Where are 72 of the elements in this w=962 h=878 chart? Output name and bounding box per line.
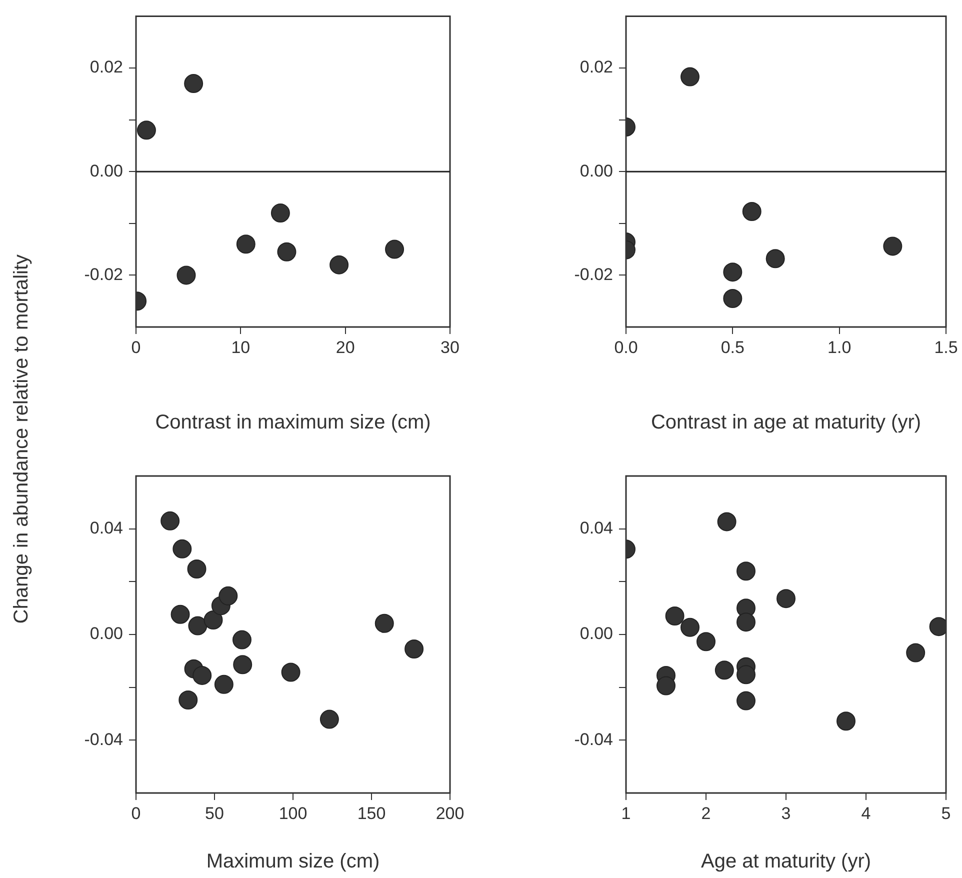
point <box>188 616 208 636</box>
point <box>696 632 716 652</box>
point <box>736 665 756 684</box>
y-tick-label: -0.02 <box>84 264 123 284</box>
x-tick-label: 0 <box>131 804 141 823</box>
x-tick-label: 1.5 <box>934 338 958 357</box>
x-tick-label: 5 <box>941 804 951 823</box>
x-tick-label: 4 <box>861 804 871 823</box>
y-tick-label: 0.02 <box>90 58 123 77</box>
x-tick-label: 1.0 <box>828 338 852 357</box>
x-tick-label: 3 <box>781 804 791 823</box>
x-tick-label: 1 <box>621 804 631 823</box>
x-tick-label: 0 <box>131 338 141 357</box>
point <box>270 204 290 223</box>
y-tick-label: 0.00 <box>90 624 123 644</box>
y-tick-label: 0.04 <box>580 518 613 538</box>
x-tick-label: 0.0 <box>614 338 638 357</box>
y-axis-title: Change in abundance relative to mortality <box>10 254 34 624</box>
point <box>178 690 198 710</box>
x-tick-label: 30 <box>440 338 460 357</box>
point <box>776 589 796 608</box>
point <box>176 266 196 285</box>
y-tick-label: -0.04 <box>574 730 613 749</box>
point <box>680 618 700 637</box>
y-tick-label: 0.00 <box>580 161 613 180</box>
point <box>330 255 349 274</box>
point <box>192 666 212 685</box>
x-tick-label: 100 <box>278 804 308 823</box>
x-tick-label: 200 <box>436 804 464 823</box>
x-tick-label: 10 <box>231 338 250 357</box>
point <box>385 240 404 259</box>
x-axis-title: Contrast in maximum size (cm) <box>155 412 431 434</box>
point <box>277 242 296 262</box>
point <box>204 610 223 630</box>
point <box>184 74 204 94</box>
y-tick-label: -0.04 <box>84 730 123 749</box>
y-tick-label: 0.04 <box>90 518 123 538</box>
x-tick-label: 2 <box>701 804 711 823</box>
point <box>714 660 734 680</box>
point <box>136 120 156 140</box>
point <box>665 606 684 626</box>
x-tick-label: 0.5 <box>720 338 744 357</box>
point <box>281 662 300 682</box>
point <box>906 643 926 662</box>
point <box>214 674 234 694</box>
point <box>236 234 256 254</box>
x-tick-label: 150 <box>357 804 386 823</box>
y-tick-label: 0.00 <box>580 624 613 644</box>
point <box>836 712 856 731</box>
x-tick-label: 20 <box>336 338 355 357</box>
point <box>320 710 339 729</box>
point <box>187 559 206 578</box>
y-tick-label: -0.02 <box>574 264 613 284</box>
y-tick-label: 0.00 <box>90 161 123 180</box>
y-tick-label: 0.02 <box>580 58 613 77</box>
point <box>656 676 676 696</box>
point <box>232 630 252 650</box>
x-axis-title: Contrast in age at maturity (yr) <box>650 412 922 434</box>
point <box>736 562 756 581</box>
point <box>172 539 192 558</box>
point <box>218 586 238 606</box>
x-tick-label: 50 <box>205 804 224 823</box>
point <box>404 640 424 659</box>
point <box>160 511 180 530</box>
point <box>374 614 394 633</box>
point <box>736 691 756 710</box>
point <box>717 512 736 532</box>
x-axis-title: Maximum size (cm) <box>206 850 380 873</box>
x-axis-title: Age at maturity (yr) <box>700 850 872 873</box>
point <box>233 655 252 674</box>
point <box>736 612 756 632</box>
point <box>170 604 190 624</box>
